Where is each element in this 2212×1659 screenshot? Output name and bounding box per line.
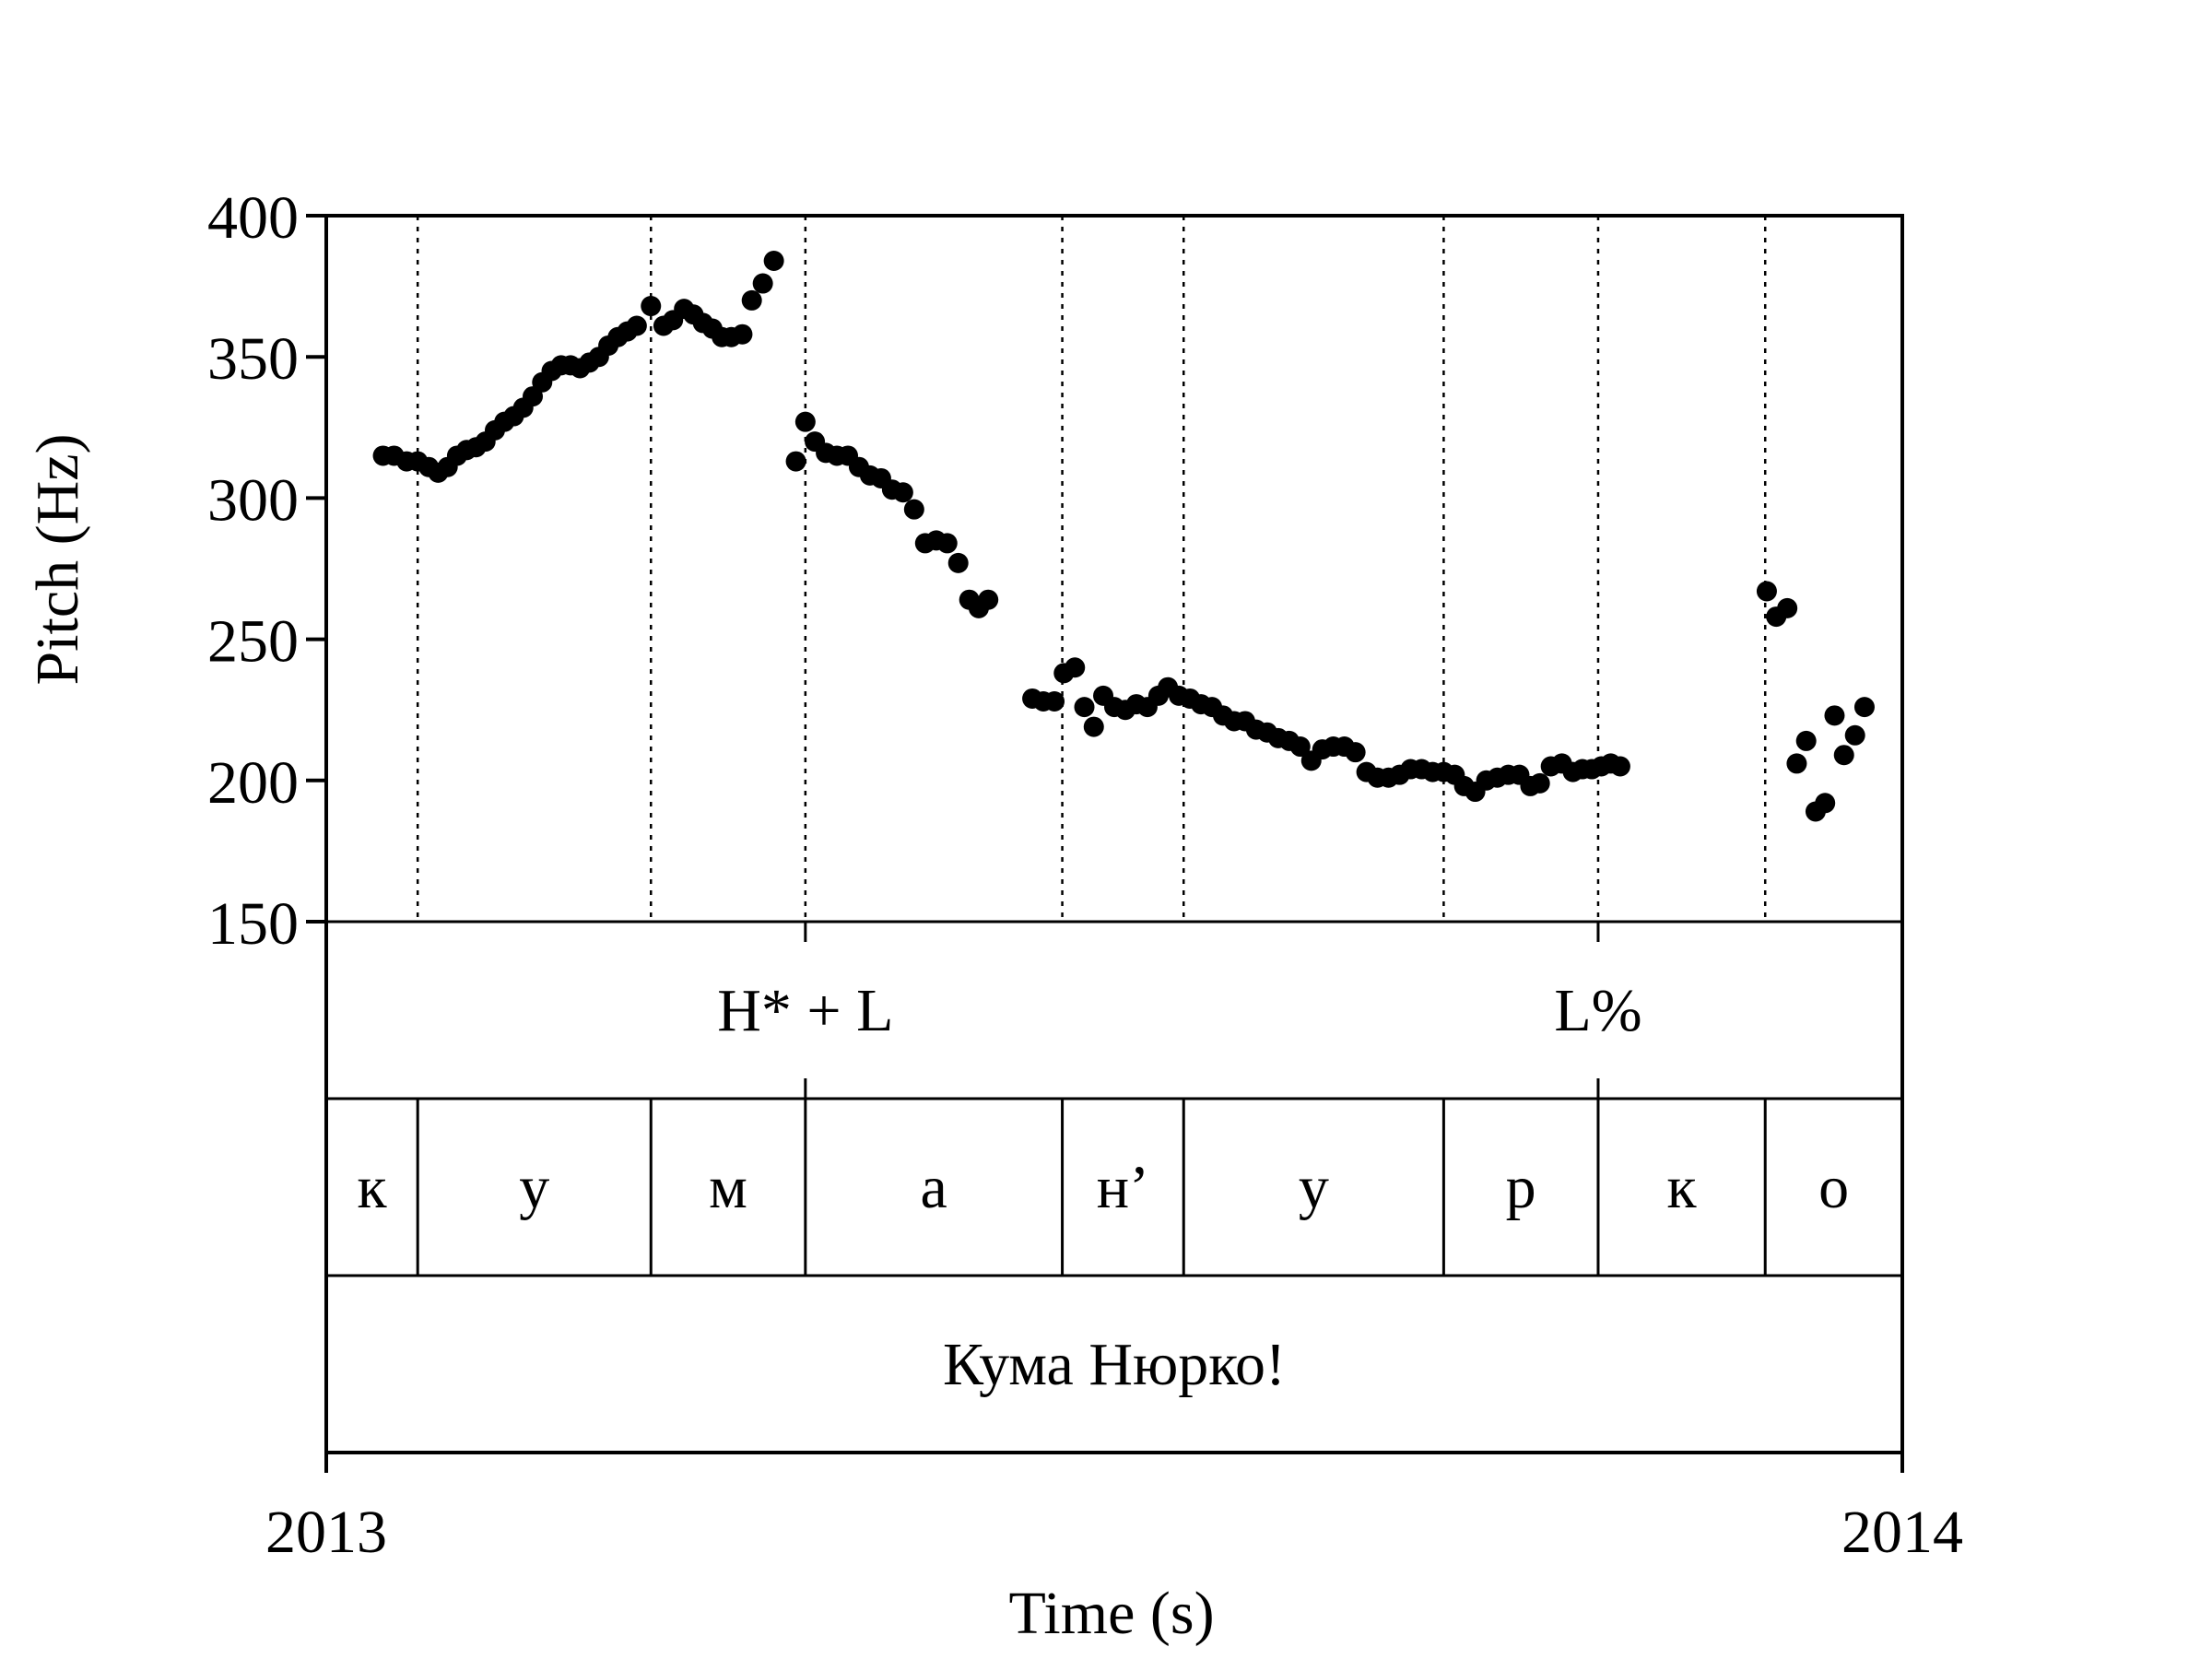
pitch-point [1786, 753, 1807, 774]
pitch-point [936, 533, 958, 554]
frame-border [324, 214, 1904, 1454]
x-axis-title: Time (s) [1008, 1580, 1214, 1647]
pitch-point [1083, 716, 1104, 737]
y-tick-label: 200 [207, 749, 299, 817]
segment-label: к [1667, 1154, 1698, 1221]
y-tick-label: 350 [207, 325, 299, 393]
pitch-point [1756, 581, 1777, 602]
pitch-point [1833, 745, 1854, 766]
segment-label: у [1299, 1154, 1329, 1221]
pitch-point [732, 324, 753, 345]
pitch-point [1289, 736, 1311, 758]
pitch-point [1529, 772, 1550, 794]
y-tick-label: 400 [207, 184, 299, 252]
x-tick-label: 2014 [1841, 1499, 1963, 1566]
pitch-points [372, 251, 1875, 822]
y-tick-label: 150 [207, 890, 299, 958]
x-axis: 2013 2014 [265, 1453, 1963, 1566]
pitch-point [626, 315, 647, 336]
pitch-point [752, 273, 773, 294]
pitch-point [1065, 657, 1086, 678]
boundary-lines [416, 216, 1767, 922]
x-tick-label: 2013 [265, 1499, 387, 1566]
pitch-point [1795, 730, 1817, 751]
y-axis-title: Pitch (Hz) [24, 433, 91, 685]
pitch-point [1844, 724, 1865, 746]
pitch-point [741, 289, 762, 311]
pitch-point [892, 482, 913, 503]
tone-label: L% [1554, 977, 1641, 1044]
pitch-point [1609, 756, 1630, 777]
y-axis: 150 200 250 300 350 400 [207, 184, 326, 958]
segment-label: м [709, 1154, 747, 1221]
segment-label: н’ [1097, 1154, 1149, 1221]
segment-label: к [358, 1154, 388, 1221]
phrase-label: Кума Нюрко! [943, 1331, 1286, 1398]
pitch-point [1853, 697, 1875, 718]
pitch-point [641, 296, 662, 317]
pitch-point [1824, 705, 1845, 726]
pitch-point [978, 589, 999, 610]
pitch-point [785, 451, 806, 472]
pitch-point [1777, 597, 1798, 618]
segment-label: р [1506, 1154, 1536, 1221]
pitch-point [763, 251, 784, 272]
pitch-point [794, 411, 816, 432]
segment-label: о [1818, 1154, 1849, 1221]
pitch-point [903, 499, 924, 520]
pitch-point [1345, 742, 1366, 763]
plot-frame [324, 214, 1904, 1454]
y-tick-label: 300 [207, 466, 299, 534]
pitch-point [947, 552, 969, 573]
pitch-point [1074, 697, 1095, 718]
pitch-point [1815, 793, 1836, 814]
segment-label: а [921, 1154, 947, 1221]
segment-label: у [519, 1154, 549, 1221]
y-tick-label: 250 [207, 608, 299, 676]
annotation-tiers: H* + L L% к у м а н’ у р к о Кума Нюрко! [358, 922, 1849, 1398]
tone-label: H* + L [717, 977, 893, 1044]
pitch-point [1044, 691, 1065, 712]
